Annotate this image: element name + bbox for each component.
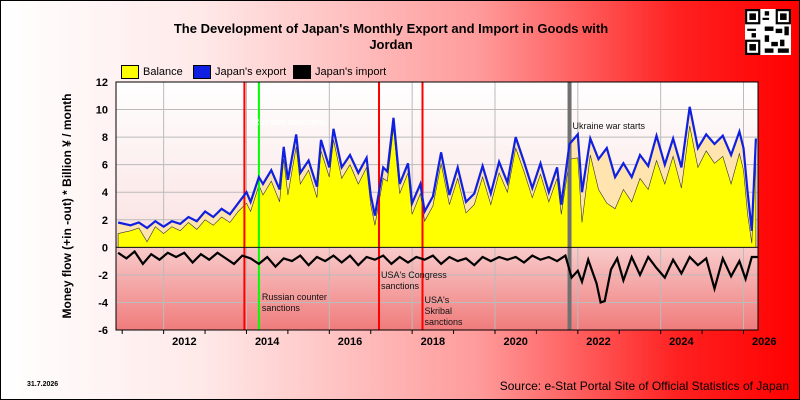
annotation-label-ukraine: Ukraine war starts (573, 121, 646, 131)
qr-code-icon (745, 9, 791, 55)
y-tick-label: 2 (102, 215, 108, 227)
import-line (117, 249, 758, 304)
y-tick-label: -2 (98, 270, 108, 282)
x-tick-label: 2020 (503, 336, 527, 348)
chart-title: The Development of Japan's Monthly Expor… (173, 21, 609, 52)
y-tick-label: 4 (102, 187, 109, 199)
y-tick-label: -4 (98, 297, 109, 309)
annotation-label-skribal: USA's (425, 295, 450, 305)
legend-swatch-import (293, 65, 311, 79)
annotation-label-russian: Russian sanctions (253, 117, 327, 127)
source-credit: Source: e-Stat Portal Site of Official S… (499, 379, 789, 393)
y-tick-label: 0 (102, 242, 108, 254)
plot-border (115, 81, 759, 331)
legend-label-balance: Balance (143, 66, 183, 78)
legend-item-export: Japan's export (193, 65, 286, 79)
date-stamp: 31.7.2026 (27, 381, 59, 388)
legend-label-export: Japan's export (215, 66, 287, 78)
x-tick-label: 2012 (172, 336, 196, 348)
x-tick-label: 2018 (421, 336, 445, 348)
annotation-label-skribal: Skribal (425, 306, 453, 316)
legend-swatch-export (193, 65, 211, 79)
legend-label-import: Japan's import (315, 66, 387, 78)
export-line (117, 106, 757, 231)
annotation-label-congress: USA's Congress (381, 270, 447, 280)
x-tick-label: 2014 (255, 336, 280, 348)
y-tick-label: 12 (96, 77, 108, 89)
x-tick-label: 2024 (669, 336, 694, 348)
annotation-label-skribal: sanctions (425, 317, 464, 327)
x-tick-label: 2016 (338, 336, 362, 348)
y-tick-label: -6 (98, 325, 108, 337)
annotation-label-russian-counter: sanctions (262, 303, 301, 313)
y-tick-label: 10 (96, 105, 108, 117)
legend-swatch-balance (121, 65, 139, 79)
annotation-label-russian-counter: Russian counter (262, 292, 327, 302)
y-tick-label: 6 (102, 160, 108, 172)
legend-item-balance: Balance (121, 65, 183, 79)
legend-item-import: Japan's import (293, 65, 386, 79)
x-tick-label: 2022 (586, 336, 610, 348)
x-tick-label: 2026 (752, 336, 776, 348)
y-tick-label: 8 (102, 132, 108, 144)
annotation-label-congress: sanctions (381, 281, 420, 291)
